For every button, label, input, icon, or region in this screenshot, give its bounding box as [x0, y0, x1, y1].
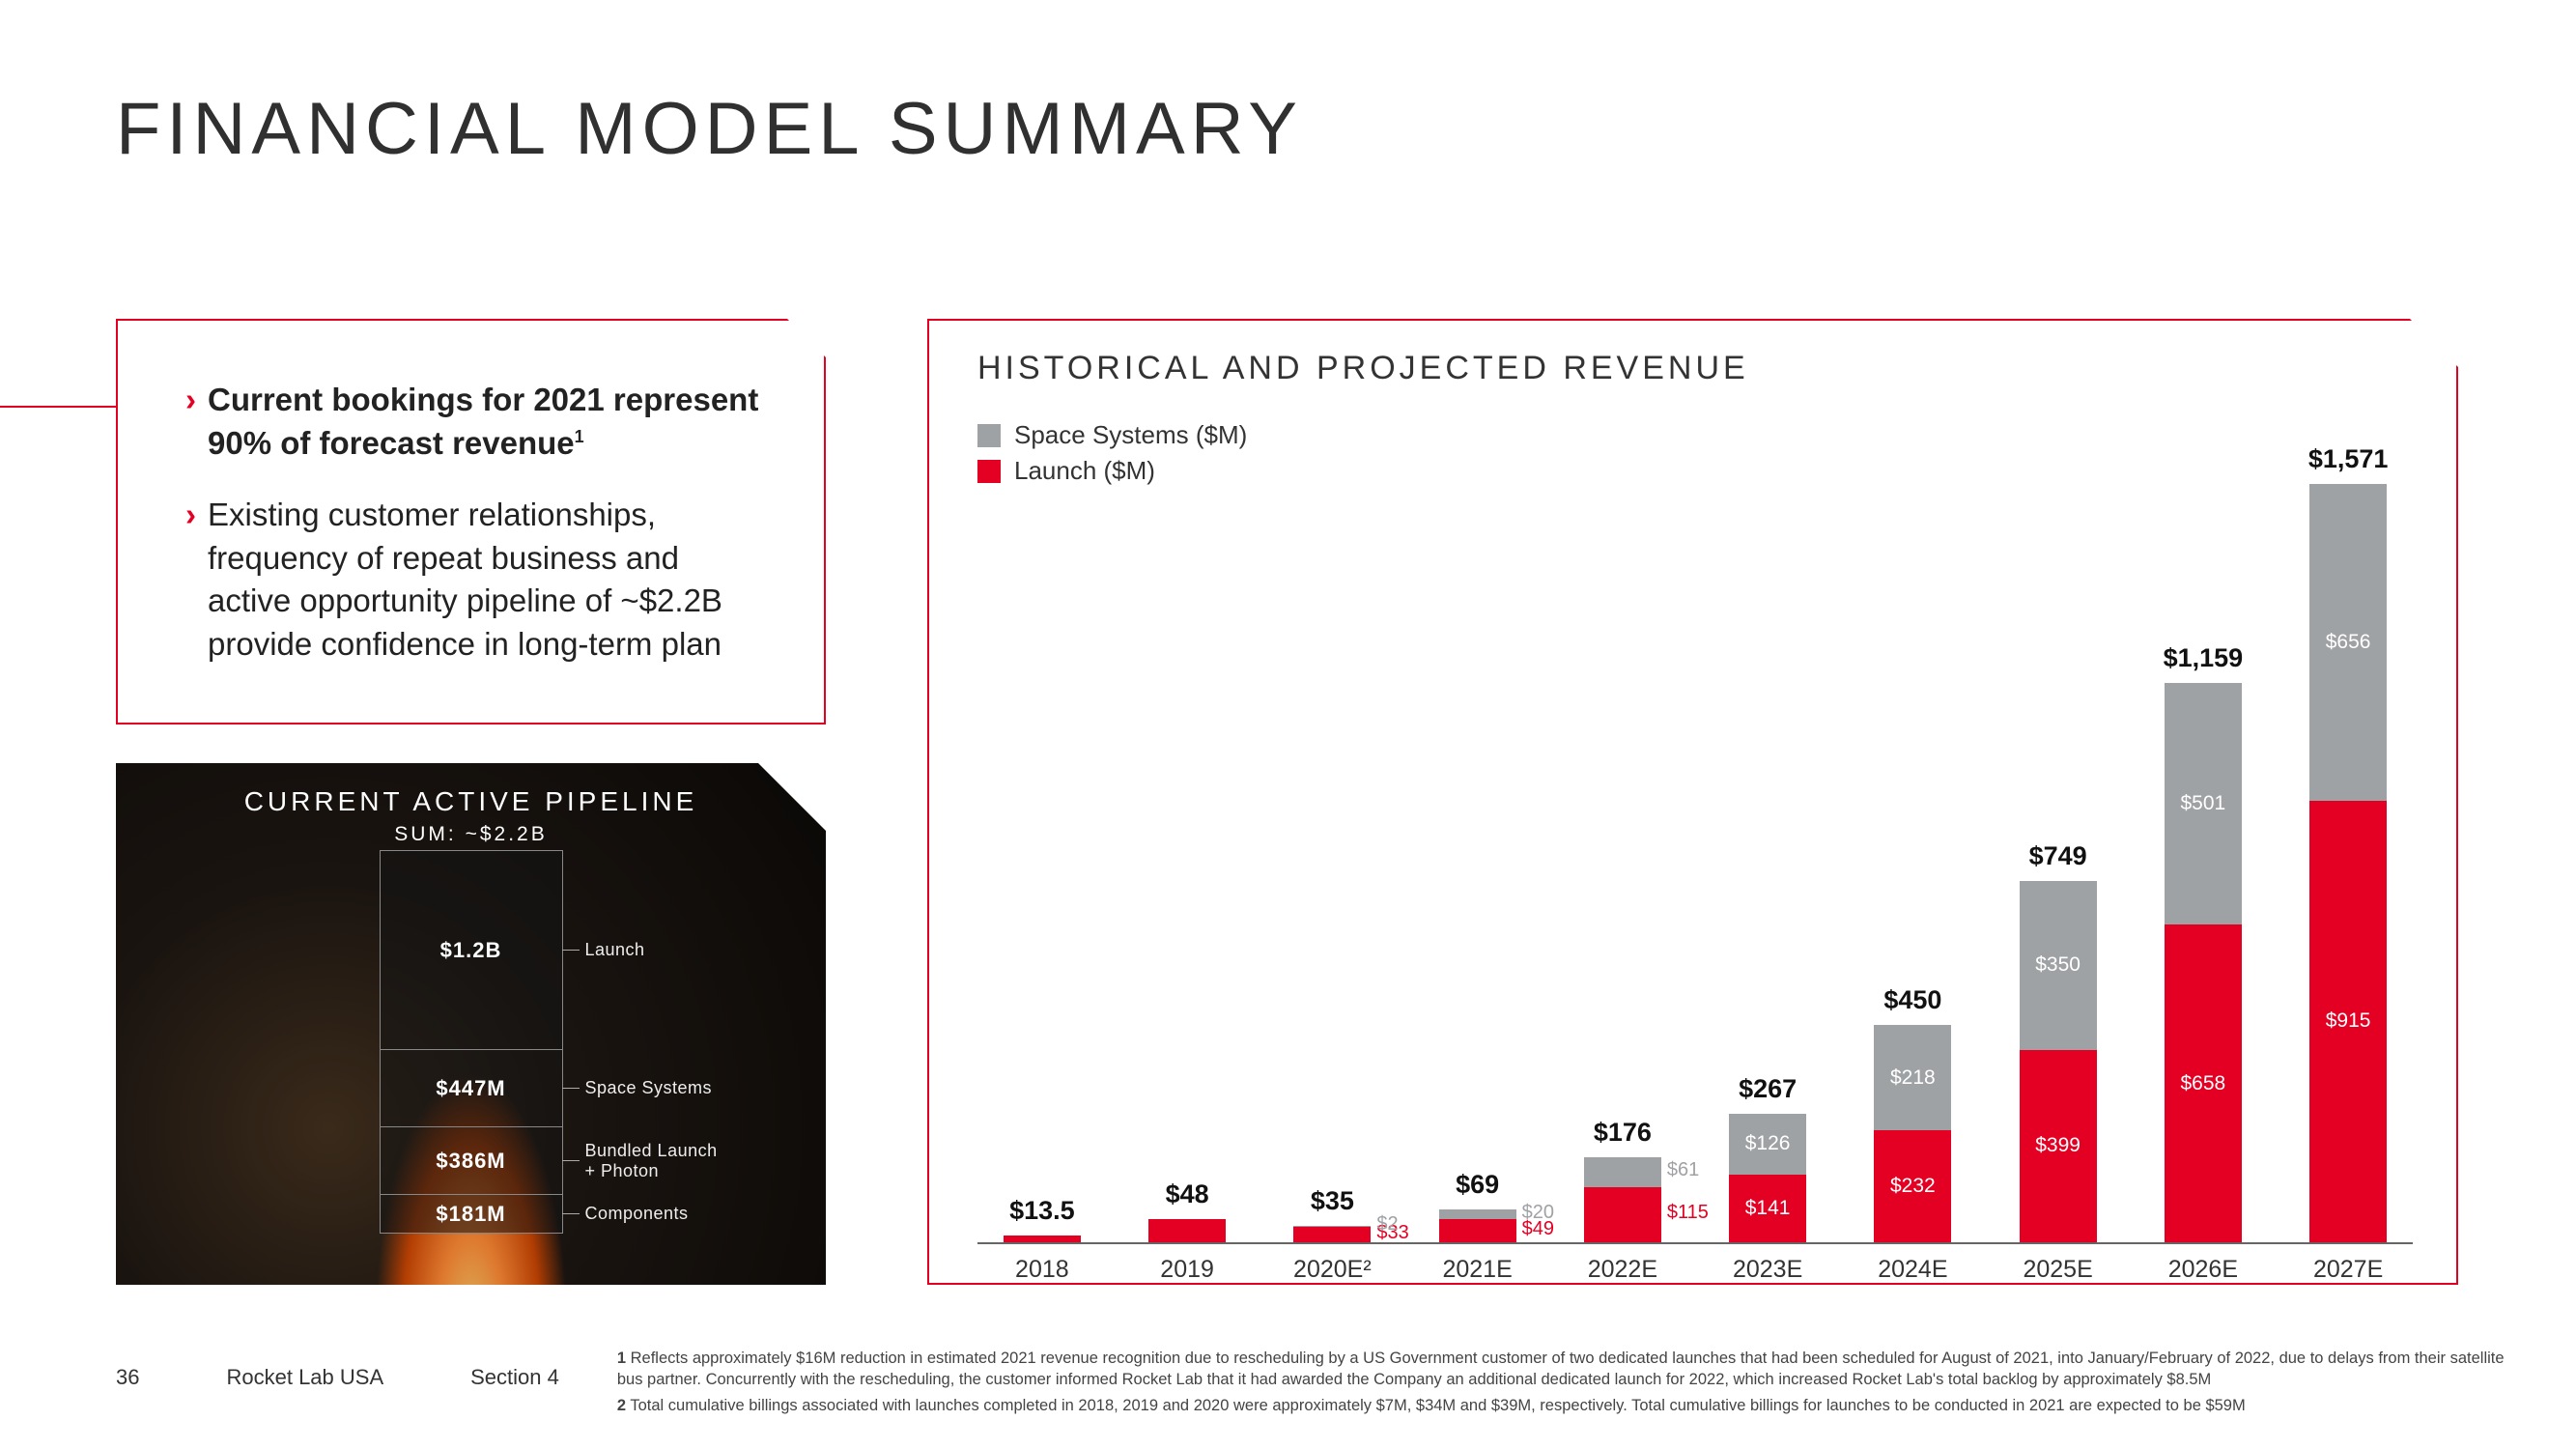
bar-column: $49$20$692021E [1413, 1209, 1543, 1243]
bar-stack: $33$2$352020E² [1293, 1226, 1371, 1243]
pipeline-segment-label: Bundled Launch+ Photon [585, 1141, 718, 1181]
bar-segment-launch [1439, 1219, 1516, 1243]
bar-column: $399$350$7492025E [1994, 881, 2123, 1243]
bar-total-label: $48 [1166, 1179, 1209, 1209]
bar-column: $915$656$1,5712027E [2283, 484, 2413, 1243]
page-title: FINANCIAL MODEL SUMMARY [116, 87, 1303, 171]
side-label-launch: $115 [1667, 1202, 1709, 1224]
bar-total-label: $35 [1311, 1186, 1354, 1216]
bar-segment-space: $501 [2165, 683, 2242, 925]
bar-column: $482019 [1122, 1219, 1252, 1242]
footer-left: 36 Rocket Lab USA Section 4 [116, 1348, 559, 1390]
bar-column: $115$61$1762022E [1558, 1157, 1687, 1242]
bar-stack: $141$126$2672023E [1729, 1114, 1806, 1243]
bar-segment-launch [1004, 1236, 1081, 1242]
bar-stack: $49$20$692021E [1439, 1209, 1516, 1243]
bullet-text: Current bookings for 2021 represent 90% … [208, 379, 771, 465]
x-axis-label: 2021E [1442, 1256, 1512, 1284]
bar-column: $13.52018 [977, 1236, 1107, 1242]
x-axis-label: 2027E [2313, 1256, 2383, 1284]
key-points-box: ›Current bookings for 2021 represent 90%… [116, 319, 826, 724]
pipeline-segment: $447MSpace Systems [381, 1049, 562, 1126]
bar-total-label: $749 [2029, 841, 2087, 871]
bar-segment-launch: $915 [2309, 801, 2387, 1243]
x-axis-label: 2020E² [1293, 1256, 1372, 1284]
bar-total-label: $450 [1883, 985, 1941, 1015]
bar-segment-launch [1584, 1187, 1661, 1243]
chart-title: HISTORICAL AND PROJECTED REVENUE [977, 350, 2413, 387]
chart-panel: HISTORICAL AND PROJECTED REVENUE Space S… [927, 319, 2458, 1285]
pipeline-segment-label: Components [585, 1204, 689, 1224]
bullet-item: ›Current bookings for 2021 represent 90%… [185, 379, 771, 465]
bullet-item: ›Existing customer relationships, freque… [185, 494, 771, 666]
bar-segment-launch: $658 [2165, 924, 2242, 1242]
footer: 36 Rocket Lab USA Section 4 1 Reflects a… [116, 1348, 2508, 1420]
bar-column: $658$501$1,1592026E [2138, 683, 2268, 1243]
bullet-text: Existing customer relationships, frequen… [208, 494, 771, 666]
bar-segment-launch: $141 [1729, 1175, 1806, 1243]
bar-segment-launch [1148, 1219, 1226, 1242]
bar-total-label: $267 [1739, 1074, 1797, 1104]
pipeline-panel: CURRENT ACTIVE PIPELINE SUM: ~$2.2B $1.2… [116, 763, 826, 1285]
bar-column: $141$126$2672023E [1703, 1114, 1832, 1243]
x-axis-label: 2025E [2023, 1256, 2092, 1284]
bar-column: $232$218$4502024E [1849, 1025, 1978, 1242]
x-axis-label: 2024E [1878, 1256, 1947, 1284]
bar-stack: $115$61$1762022E [1584, 1157, 1661, 1242]
pipeline-segment: $1.2BLaunch [381, 851, 562, 1049]
footnotes: 1 Reflects approximately $16M reduction … [617, 1348, 2508, 1420]
bar-segment-launch [1293, 1227, 1371, 1243]
bar-total-label: $176 [1594, 1118, 1652, 1148]
bar-stack: $915$656$1,5712027E [2309, 484, 2387, 1243]
footnote: 2 Total cumulative billings associated w… [617, 1395, 2508, 1416]
bar-segment-space: $126 [1729, 1114, 1806, 1175]
pipeline-segment-label: Space Systems [585, 1078, 713, 1098]
bar-stack: $232$218$4502024E [1874, 1025, 1951, 1242]
side-label-space: $61 [1667, 1159, 1699, 1181]
x-axis-label: 2022E [1588, 1256, 1657, 1284]
x-axis-label: 2018 [1015, 1256, 1069, 1284]
bullet-marker-icon: › [185, 494, 196, 666]
bar-segment-space: $218 [1874, 1025, 1951, 1130]
bullet-marker-icon: › [185, 379, 196, 465]
bar-stack: $482019 [1148, 1219, 1226, 1242]
bar-total-label: $1,571 [2308, 444, 2389, 474]
bar-segment-space: $350 [2020, 881, 2097, 1050]
section-label: Section 4 [470, 1365, 559, 1390]
bar-segment-launch: $232 [1874, 1130, 1951, 1242]
page-number: 36 [116, 1365, 139, 1390]
bar-total-label: $1,159 [2164, 643, 2244, 673]
bar-segment-space [1584, 1157, 1661, 1187]
pipeline-stack: $1.2BLaunch$447MSpace Systems$386MBundle… [380, 850, 563, 1234]
bar-segment-space: $656 [2309, 484, 2387, 801]
bar-stack: $658$501$1,1592026E [2165, 683, 2242, 1243]
bar-segment-space [1439, 1209, 1516, 1219]
pipeline-sum: SUM: ~$2.2B [116, 823, 826, 846]
company-name: Rocket Lab USA [226, 1365, 383, 1390]
bar-stack: $399$350$7492025E [2020, 881, 2097, 1243]
x-axis-label: 2019 [1160, 1256, 1214, 1284]
accent-line [0, 406, 116, 408]
pipeline-segment: $386MBundled Launch+ Photon [381, 1126, 562, 1194]
x-axis-label: 2026E [2168, 1256, 2238, 1284]
bar-segment-launch: $399 [2020, 1050, 2097, 1243]
bar-total-label: $13.5 [1009, 1196, 1075, 1226]
footnote: 1 Reflects approximately $16M reduction … [617, 1348, 2508, 1391]
chart-area: $13.52018 $482019 $33$2$352020E² $49$20$692… [977, 442, 2413, 1244]
pipeline-segment-label: Launch [585, 940, 645, 960]
side-label-space: $20 [1522, 1202, 1554, 1224]
bar-total-label: $69 [1456, 1170, 1499, 1200]
side-label-space: $2 [1376, 1213, 1398, 1236]
x-axis-label: 2023E [1733, 1256, 1802, 1284]
bar-column: $33$2$352020E² [1268, 1226, 1398, 1243]
pipeline-segment: $181MComponents [381, 1194, 562, 1233]
bar-stack: $13.52018 [1004, 1236, 1081, 1242]
pipeline-title: CURRENT ACTIVE PIPELINE [116, 786, 826, 817]
